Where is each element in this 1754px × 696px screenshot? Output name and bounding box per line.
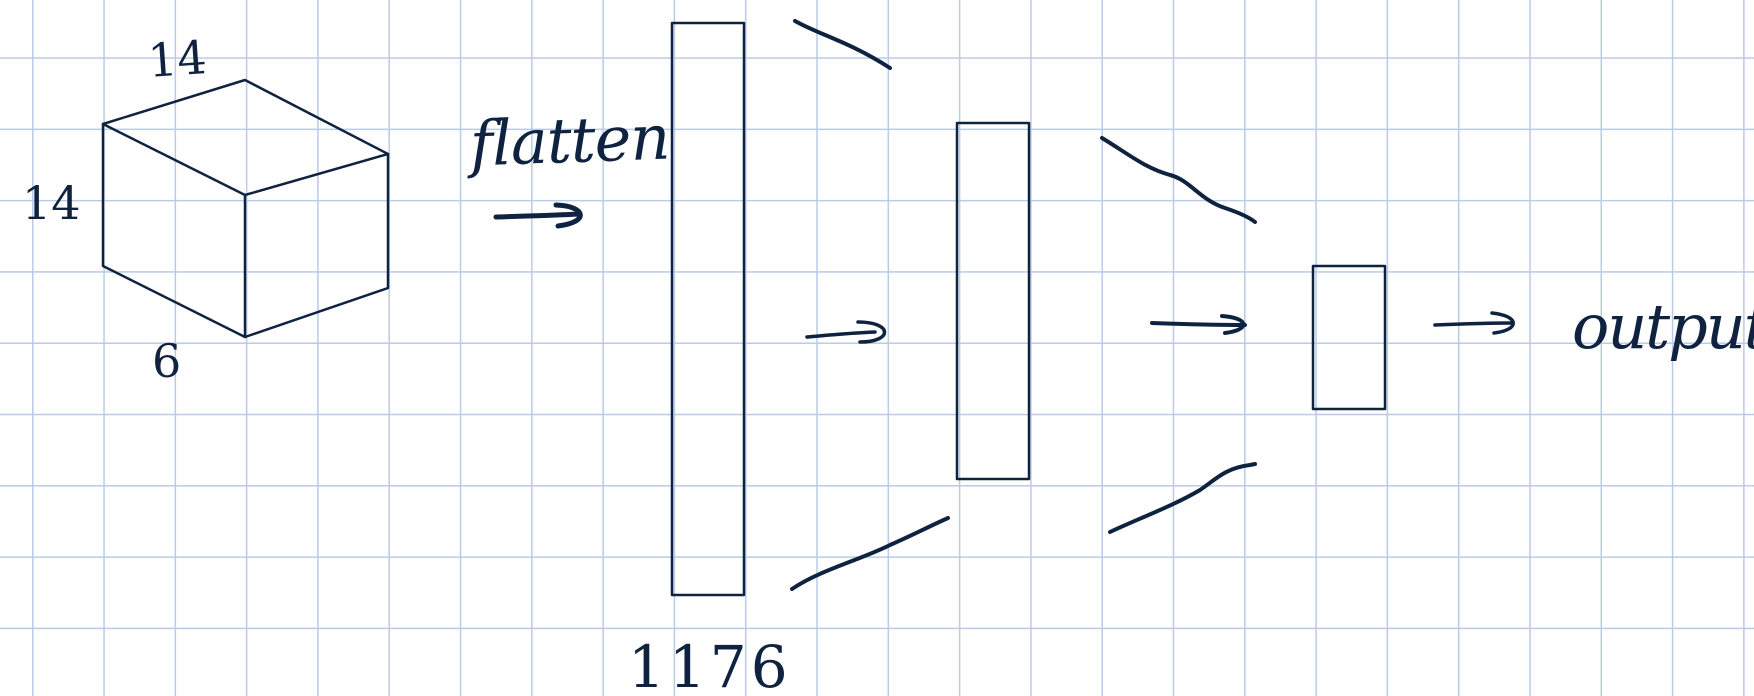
flatten-arrow (493, 202, 583, 229)
output-arrow (1433, 311, 1515, 335)
vector-size-label: 1176 (628, 633, 792, 696)
connection-arrow-head (856, 320, 887, 344)
flattened-vector-box (670, 21, 746, 597)
connections-vector-to-hidden (790, 19, 950, 591)
connection-stroke-bottom (1108, 462, 1257, 534)
connection-stroke-top (793, 19, 892, 70)
connection-stroke-bottom (790, 516, 950, 591)
feature-map-cube (101, 78, 390, 339)
flatten-label: flatten (468, 100, 671, 181)
output-label: output (1572, 290, 1754, 363)
connection-arrow-shaft (805, 330, 877, 339)
cube-dimension-left: 14 (22, 176, 81, 230)
output-layer-box (1311, 264, 1387, 411)
flatten-arrow-head (553, 202, 583, 229)
output-arrow-shaft (1433, 321, 1514, 327)
cube-dimension-top: 14 (146, 30, 209, 88)
connection-arrow-shaft (1150, 321, 1247, 327)
connection-arrow-head (1220, 314, 1246, 335)
connections-hidden-to-output (1100, 136, 1257, 534)
flatten-arrow-shaft (493, 211, 583, 220)
output-arrow-head (1490, 311, 1515, 335)
cube-top-face (101, 78, 390, 197)
connection-stroke-top (1100, 136, 1257, 224)
cube-dimension-bottom: 6 (152, 334, 182, 388)
hidden-layer-box (955, 121, 1031, 481)
